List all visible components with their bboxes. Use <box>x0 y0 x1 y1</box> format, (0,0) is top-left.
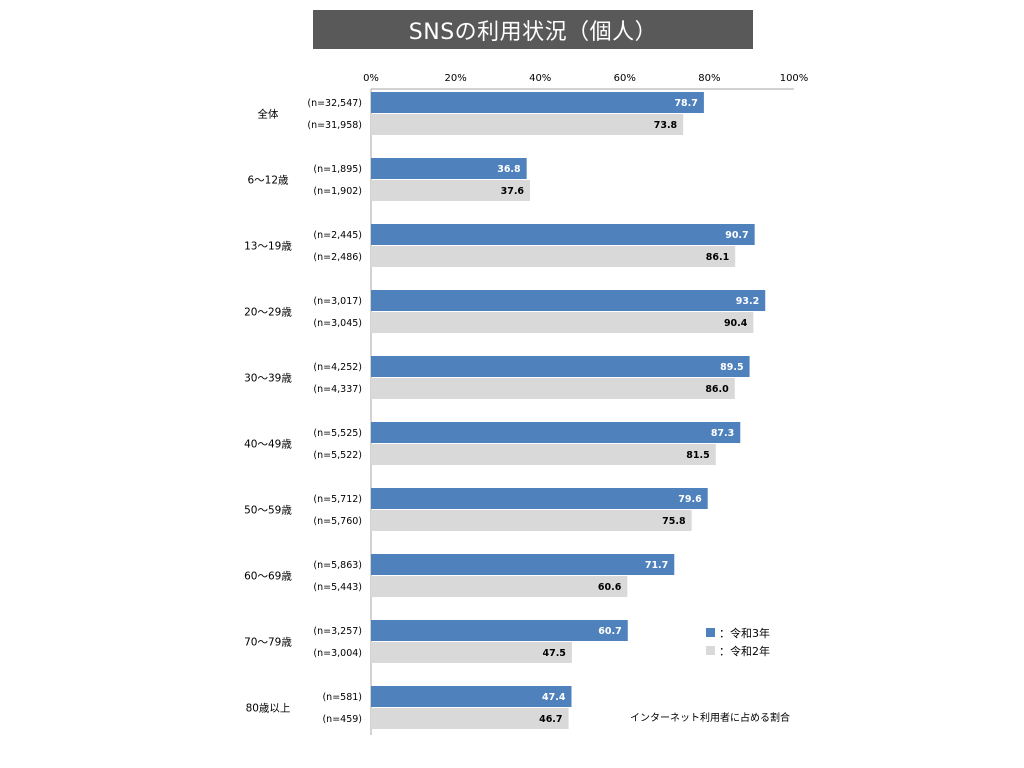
chart-title: SNSの利用状況（個人） <box>313 10 753 49</box>
bar-value-label: 86.1 <box>706 252 729 263</box>
sample-size-label: (n=32,547) <box>307 98 362 109</box>
sample-size-label: (n=1,902) <box>313 186 362 197</box>
bar <box>371 620 628 641</box>
bar-value-label: 89.5 <box>720 362 743 373</box>
bar <box>371 158 527 179</box>
bar <box>371 114 684 135</box>
legend-label-reiwa2: ：令和2年 <box>719 644 770 658</box>
category-label: 6～12歳 <box>247 175 289 187</box>
legend-label-reiwa3: ：令和3年 <box>719 626 770 640</box>
sample-size-label: (n=5,712) <box>313 494 362 505</box>
bar <box>371 576 628 597</box>
bar <box>371 312 754 333</box>
bar <box>371 686 572 707</box>
legend-swatch-reiwa2 <box>706 646 715 655</box>
chart-annotation: インターネット利用者に占める割合 <box>630 711 790 724</box>
sample-size-label: (n=3,045) <box>313 318 362 329</box>
x-tick-label: 80% <box>698 73 720 84</box>
bar <box>371 246 736 267</box>
bar <box>371 290 766 311</box>
category-label: 60～69歳 <box>244 571 292 583</box>
sample-size-label: (n=2,445) <box>313 230 362 241</box>
bar-value-label: 60.7 <box>598 626 621 637</box>
sample-size-label: (n=3,017) <box>313 296 362 307</box>
bar-value-label: 46.7 <box>539 714 562 725</box>
sample-size-label: (n=5,863) <box>313 560 362 571</box>
bar-value-label: 87.3 <box>711 428 734 439</box>
bar-value-label: 47.5 <box>542 648 565 659</box>
bar <box>371 224 755 245</box>
bar-value-label: 73.8 <box>654 120 678 131</box>
x-tick-label: 0% <box>363 73 379 84</box>
bar-value-label: 37.6 <box>501 186 525 197</box>
legend-swatch-reiwa3 <box>706 628 715 637</box>
bar <box>371 378 735 399</box>
bar-value-label: 86.0 <box>705 384 729 395</box>
bar <box>371 444 716 465</box>
category-label: 50～59歳 <box>244 505 292 517</box>
sample-size-label: (n=3,257) <box>313 626 362 637</box>
sample-size-label: (n=581) <box>322 692 362 703</box>
bar-value-label: 90.4 <box>724 318 748 329</box>
bar-value-label: 78.7 <box>674 98 697 109</box>
bar <box>371 180 531 201</box>
bar-value-label: 93.2 <box>736 296 759 307</box>
x-tick-label: 40% <box>529 73 551 84</box>
category-label: 全体 <box>258 108 279 121</box>
sample-size-label: (n=5,525) <box>313 428 362 439</box>
bar <box>371 708 569 729</box>
sample-size-label: (n=1,895) <box>313 164 362 175</box>
bar-value-label: 36.8 <box>497 164 521 175</box>
x-tick-label: 60% <box>614 73 636 84</box>
category-label: 13～19歳 <box>244 241 292 253</box>
bar <box>371 422 741 443</box>
category-label: 40～49歳 <box>244 439 292 451</box>
bar-value-label: 75.8 <box>662 516 686 527</box>
sample-size-label: (n=459) <box>322 714 362 725</box>
x-tick-label: 100% <box>780 73 809 84</box>
bar-value-label: 47.4 <box>542 692 566 703</box>
sample-size-label: (n=4,252) <box>313 362 362 373</box>
sample-size-label: (n=5,443) <box>313 582 362 593</box>
bar <box>371 356 750 377</box>
bar <box>371 554 675 575</box>
sample-size-label: (n=4,337) <box>313 384 362 395</box>
bar-value-label: 90.7 <box>725 230 748 241</box>
bar-value-label: 81.5 <box>686 450 709 461</box>
category-label: 70～79歳 <box>244 637 292 649</box>
sample-size-label: (n=5,522) <box>313 450 362 461</box>
bar <box>371 510 692 531</box>
bar <box>371 642 572 663</box>
bar <box>371 488 708 509</box>
sample-size-label: (n=3,004) <box>313 648 362 659</box>
x-tick-label: 20% <box>444 73 466 84</box>
labels-layer: 全体 78.7 (n=32,547) 73.8 (n=31,958) 6～12歳 36.8 (… <box>244 98 759 725</box>
category-label: 80歳以上 <box>246 703 291 715</box>
bar-value-label: 60.6 <box>598 582 622 593</box>
sample-size-label: (n=31,958) <box>307 120 362 131</box>
bars-layer <box>371 92 766 729</box>
category-label: 20～29歳 <box>244 307 292 319</box>
bar-value-label: 71.7 <box>645 560 668 571</box>
bar-value-label: 79.6 <box>678 494 702 505</box>
bar <box>371 92 704 113</box>
sample-size-label: (n=2,486) <box>313 252 362 263</box>
sample-size-label: (n=5,760) <box>313 516 362 527</box>
legend: ：令和3年 ：令和2年 <box>706 626 770 658</box>
category-label: 30～39歳 <box>244 373 292 385</box>
